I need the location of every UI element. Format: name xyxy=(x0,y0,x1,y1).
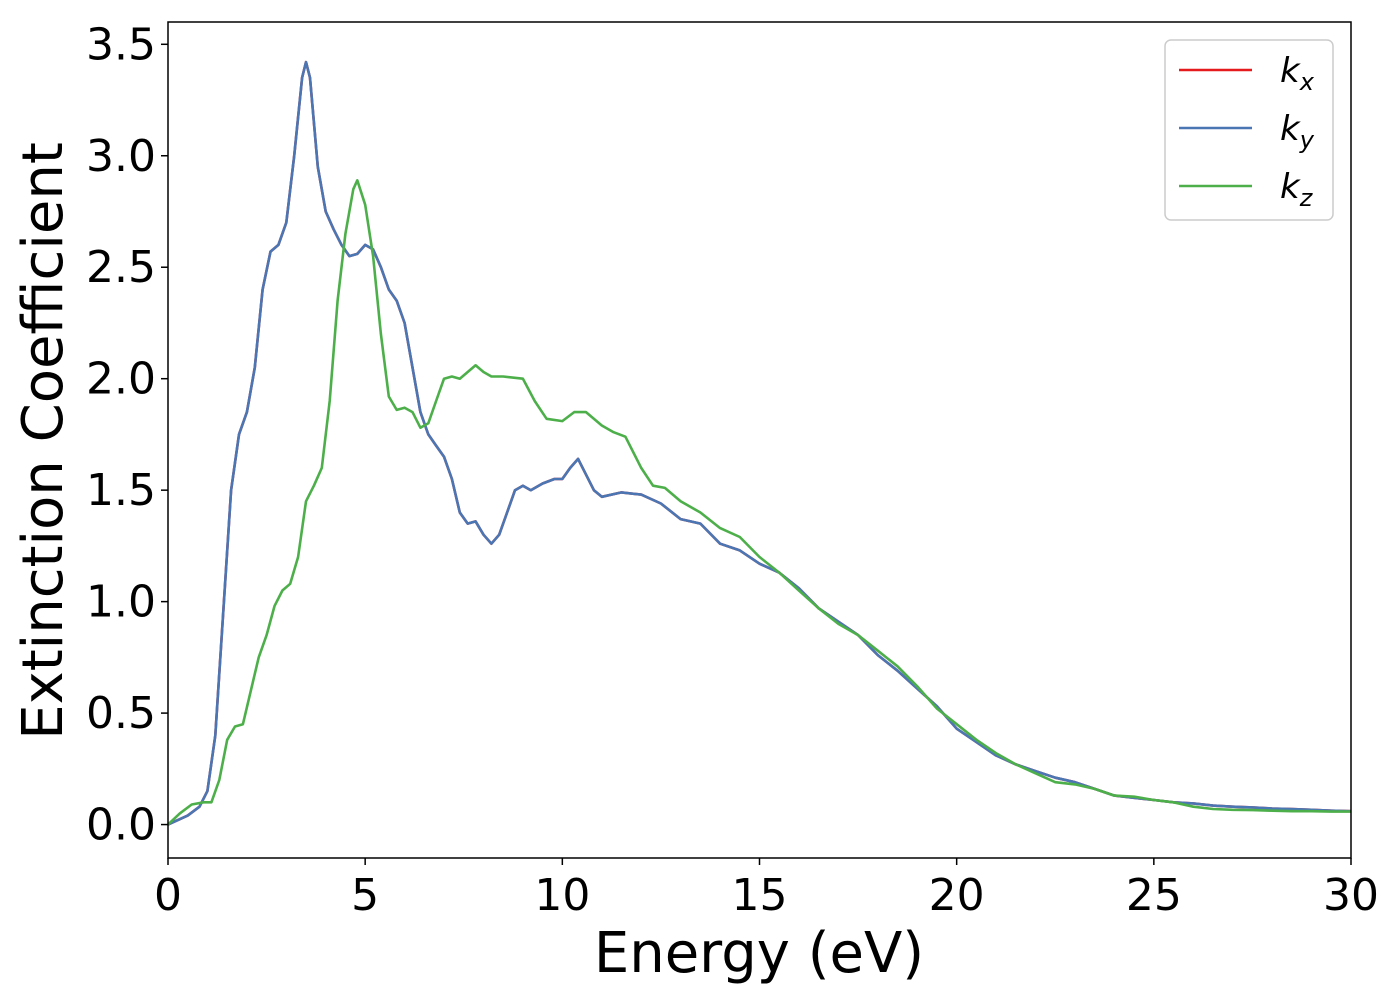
x-tick-label: 10 xyxy=(534,870,590,921)
legend-label-kz: kz xyxy=(1280,167,1314,212)
x-axis-ticks: 0 5 10 15 20 25 30 xyxy=(154,858,1379,921)
series-line-kz xyxy=(167,179,1351,826)
legend: kx ky kz xyxy=(1164,39,1334,221)
x-tick-label: 15 xyxy=(732,870,788,921)
series-line-ky xyxy=(167,60,1352,826)
series-layer xyxy=(167,60,1352,826)
legend-box xyxy=(1164,39,1334,221)
legend-label-kx: kx xyxy=(1280,51,1315,96)
y-axis-ticks: 0.0 0.5 1.0 1.5 2.0 2.5 3.0 3.5 xyxy=(86,19,168,851)
x-tick-label: 5 xyxy=(351,870,379,921)
y-tick-label: 3.5 xyxy=(86,19,156,70)
x-tick-label: 0 xyxy=(154,870,182,921)
y-tick-label: 0.5 xyxy=(86,688,156,739)
x-tick-label: 25 xyxy=(1126,870,1182,921)
x-tick-label: 30 xyxy=(1323,870,1379,921)
y-tick-label: 3.0 xyxy=(86,131,156,182)
y-axis-title: Extinction Coefficient xyxy=(11,142,76,740)
legend-label-ky: ky xyxy=(1280,109,1315,154)
y-tick-label: 1.5 xyxy=(86,465,156,516)
y-tick-label: 2.5 xyxy=(86,242,156,293)
y-tick-label: 1.0 xyxy=(86,577,156,628)
x-tick-label: 20 xyxy=(929,870,985,921)
y-tick-label: 0.0 xyxy=(86,800,156,851)
y-tick-label: 2.0 xyxy=(86,354,156,405)
x-axis-title: Energy (eV) xyxy=(594,921,924,986)
